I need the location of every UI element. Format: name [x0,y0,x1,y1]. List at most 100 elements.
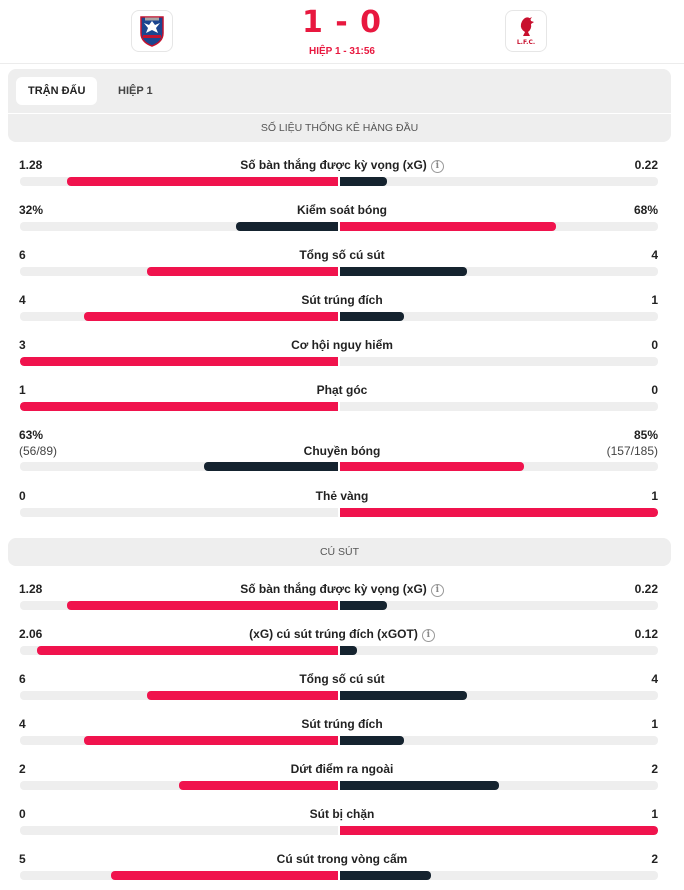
stat-label-text: Dứt điểm ra ngoài [290,762,394,776]
eagle-crest-icon [140,16,164,47]
away-bar-fill [340,508,658,517]
away-bar-fill [340,781,499,790]
stat-label: Tổng số cú sút [142,672,542,686]
stat-label: Kiểm soát bóng [142,203,542,217]
stat-label-text: Sút trúng đích [301,293,383,307]
away-value-text: 1 [651,717,658,731]
tab-match[interactable]: TRẬN ĐẤU [16,77,98,105]
away-value: 1 [651,489,658,503]
stat-label-text: Số bàn thắng được kỳ vọng (xG) [240,582,427,596]
stat-label: Số bàn thắng được kỳ vọng (xG) i [142,582,542,597]
home-bar-track [20,646,338,655]
home-value-text: 6 [19,248,26,262]
away-value-text: 1 [651,293,658,307]
away-bar-fill [340,267,467,276]
section-header-shots: CÚ SÚT [8,538,671,566]
info-icon[interactable]: i [430,160,444,173]
stat-label-text: Sút trúng đích [301,717,383,731]
away-bar-track [340,691,658,700]
home-bar-track [20,601,338,610]
home-bar-fill [84,312,338,321]
home-bar-track [20,312,338,321]
stat-label-text: (xG) cú sút trúng đích (xGOT) [249,627,418,641]
match-score: 1 - 0 [301,5,383,40]
away-bar-track [340,267,658,276]
home-value: 4 [19,293,26,307]
home-value: 1 [19,383,26,397]
stat-label-text: Cơ hội nguy hiểm [291,338,393,352]
stat-label-text: Tổng số cú sút [299,672,385,686]
away-bar-track [340,646,658,655]
away-bar-track [340,601,658,610]
home-value-text: 2 [19,762,26,776]
home-value: 5 [19,852,26,866]
away-value-text: 0 [651,383,658,397]
home-bar-track [20,357,338,366]
away-value: 1 [651,293,658,307]
away-value: 1 [651,807,658,821]
away-value-text: 68% [633,203,658,217]
info-icon[interactable]: i [430,584,444,597]
stat-label-text: Thẻ vàng [315,489,369,503]
stat-label: Sút trúng đích [142,293,542,307]
away-value-text: 0 [651,338,658,352]
home-value-text: 5 [19,852,26,866]
away-bar-track [340,357,658,366]
home-value-text: 3 [19,338,26,352]
away-bar-fill [340,222,556,231]
away-value-text: 1 [651,807,658,821]
stat-label-text: Cú sút trong vòng cấm [276,852,408,866]
home-bar-track [20,508,338,517]
home-value-text: 0 [19,807,26,821]
home-value: 2.06 [19,627,42,641]
section-header-top-stats: SỐ LIỆU THỐNG KÊ HÀNG ĐẦU [8,114,671,142]
home-bar-fill [67,601,338,610]
away-value-text: 0.22 [634,582,658,596]
stat-label-text: Phạt góc [316,383,368,397]
away-value: 68% [634,203,658,217]
away-bar-track [340,402,658,411]
home-bar-track [20,871,338,880]
home-value: 1.28 [19,582,42,596]
away-bar-fill [340,826,658,835]
home-value-detail: (56/89) [19,444,58,458]
home-bar-fill [179,781,338,790]
away-value: 4 [651,672,658,686]
home-value: 0 [19,807,26,821]
away-value: 2 [651,762,658,776]
stat-label: Cơ hội nguy hiểm [142,338,542,352]
tab-first-half[interactable]: HIỆP 1 [118,85,153,97]
away-bar-fill [340,462,524,471]
away-logo-text: L.F.C. [517,39,535,46]
away-bar-fill [340,601,387,610]
stat-label: Cú sút trong vòng cấm [142,852,542,866]
stat-label: Thẻ vàng [142,489,542,503]
stat-label-text: Số bàn thắng được kỳ vọng (xG) [240,158,427,172]
away-bar-track [340,177,658,186]
home-team-logo[interactable] [131,10,173,52]
away-value: 0.22 [635,582,658,596]
home-bar-fill [20,402,338,411]
home-value: 0 [19,489,26,503]
away-value-text: 0.12 [634,627,658,641]
stat-label-text: Kiểm soát bóng [296,203,387,217]
away-team-logo[interactable]: L.F.C. [505,10,547,52]
home-bar-fill [20,357,338,366]
info-icon[interactable]: i [421,629,435,642]
stat-label: Dứt điểm ra ngoài [142,762,542,776]
stat-label: Tổng số cú sút [142,248,542,262]
away-bar-track [340,781,658,790]
home-value-text: 1 [19,383,26,397]
away-value-text: 4 [651,672,658,686]
away-value: 0.12 [635,627,658,641]
home-bar-fill [37,646,338,655]
stat-label: Chuyền bóng [142,444,542,458]
away-bar-track [340,736,658,745]
away-value-detail: (157/185) [606,444,658,458]
away-value: 85% (157/185) [607,428,658,458]
away-bar-fill [340,312,404,321]
away-value-text: 2 [651,762,658,776]
home-bar-track [20,402,338,411]
home-bar-fill [236,222,338,231]
stat-label: Sút bị chặn [142,807,542,821]
